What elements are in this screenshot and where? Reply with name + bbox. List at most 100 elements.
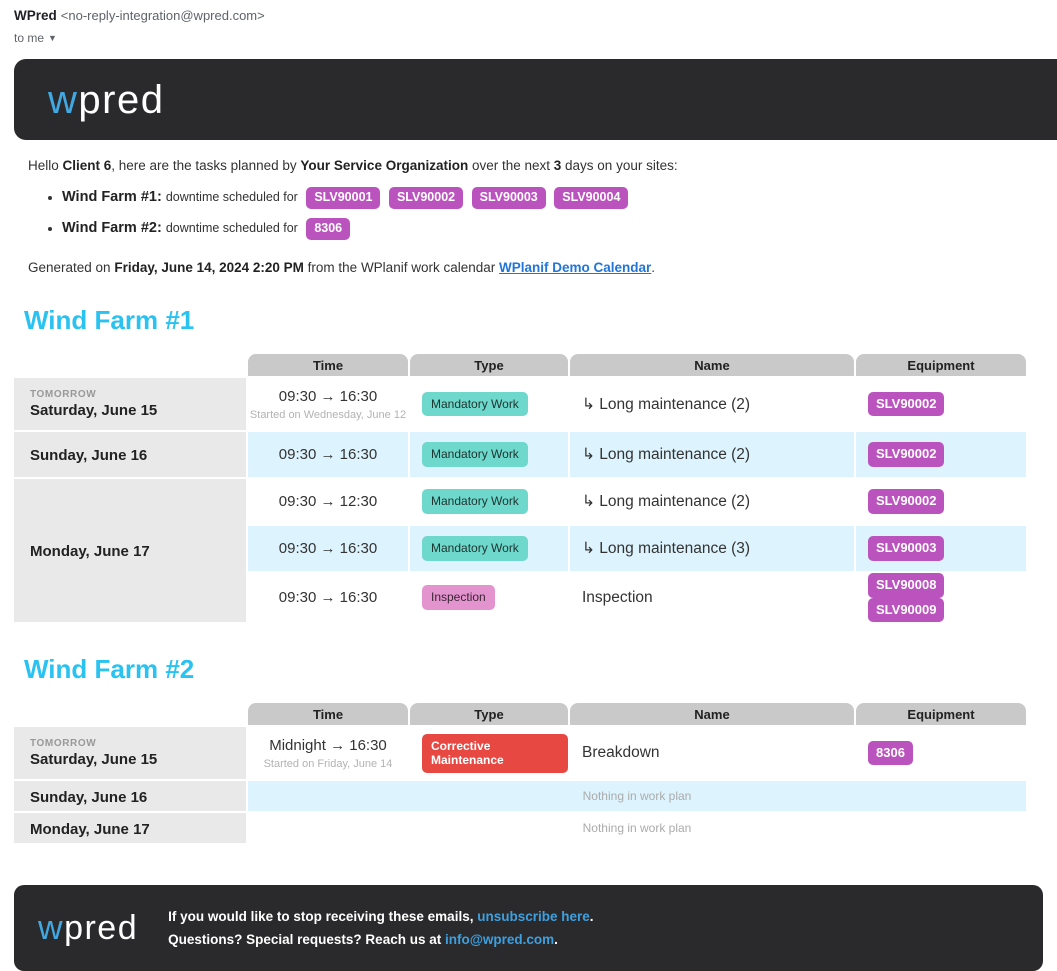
sender-name: WPred — [14, 8, 57, 23]
service-org-name: Your Service Organization — [300, 158, 469, 173]
recipient-label: to me — [14, 31, 45, 45]
col-header-name: Name — [570, 703, 854, 726]
logo-pred: pred — [64, 909, 139, 948]
equipment-cell: SLV90003 — [856, 526, 1026, 571]
equipment-cell: SLV90002 — [856, 479, 1026, 524]
task-name-cell: ↳ Long maintenance (2) — [570, 378, 854, 430]
col-header-type: Type — [410, 354, 568, 376]
task-name-cell: Breakdown — [570, 727, 854, 780]
date-cell-monday: Monday, June 17 — [14, 813, 246, 844]
time-range: 09:30 → 12:30 — [278, 493, 378, 510]
unsubscribe-line: If you would like to stop receiving thes… — [168, 905, 593, 929]
sites-summary-list: Wind Farm #1: downtime scheduled for SLV… — [62, 187, 1043, 240]
time-cell: 09:30 → 16:30 — [248, 526, 408, 571]
equipment-badge: SLV90001 — [306, 187, 381, 209]
logo-w: w — [48, 77, 79, 122]
section-title-wind-farm-1: Wind Farm #1 — [24, 305, 195, 335]
time-cell: 09:30 → 16:30 — [248, 432, 408, 477]
footer-t3: Questions? Special requests? Reach us at — [168, 932, 445, 948]
task-name-cell: ↳ Long maintenance (2) — [570, 432, 854, 477]
day-name: Monday, June 17 — [30, 820, 150, 838]
intro-t1: Hello — [28, 158, 63, 173]
task-name-cell: ↳ Long maintenance (2) — [570, 479, 854, 524]
client-name: Client 6 — [62, 158, 112, 173]
date-cell-saturday: TOMORROW Saturday, June 15 — [14, 727, 246, 780]
tomorrow-tag: TOMORROW — [30, 738, 97, 750]
type-cell: Inspection — [410, 573, 568, 623]
time-cell: 09:30 → 16:30 Started on Wednesday, June… — [248, 378, 408, 430]
equipment-badge: SLV90004 — [554, 187, 629, 209]
col-header-time: Time — [248, 354, 408, 376]
footer-bar: wpred If you would like to stop receivin… — [14, 885, 1043, 971]
time-cell: 09:30 → 16:30 — [248, 573, 408, 623]
generated-date: Friday, June 14, 2024 2:20 PM — [114, 260, 304, 275]
intro-t2: , here are the tasks planned by — [111, 158, 301, 173]
time-cell: 09:30 → 12:30 — [248, 479, 408, 524]
col-header-time: Time — [248, 703, 408, 726]
wf2-header-row: Time Type Name Equipment — [14, 703, 1026, 726]
table-row: Monday, June 17 Nothing in work plan — [14, 813, 1026, 844]
equipment-cell: SLV90002 — [856, 378, 1026, 430]
equipment-badge: SLV90002 — [868, 391, 945, 417]
day-name: Saturday, June 15 — [30, 751, 158, 769]
day-name: Sunday, June 16 — [30, 447, 148, 464]
equipment-cell: SLV90002 — [856, 432, 1026, 477]
contact-line: Questions? Special requests? Reach us at… — [168, 928, 593, 952]
site-summary-item: Wind Farm #2: downtime scheduled for 830… — [62, 218, 1043, 240]
col-header-name: Name — [570, 354, 854, 376]
contact-email-link[interactable]: info@wpred.com — [444, 932, 555, 948]
type-cell: Mandatory Work — [410, 378, 568, 430]
time-range: Midnight → 16:30 — [269, 736, 387, 754]
task-name-cell: Inspection — [570, 573, 854, 623]
equipment-badge: SLV90003 — [471, 187, 546, 209]
wpred-logo-footer: wpred — [38, 911, 138, 945]
wf1-header-row: Time Type Name Equipment — [14, 354, 1026, 376]
equipment-badge: SLV90009 — [868, 597, 945, 623]
email-body: Hello Client 6, here are the tasks plann… — [0, 158, 1057, 845]
generated-t2: from the WPlanif work calendar — [303, 260, 499, 275]
task-type-badge: Mandatory Work — [422, 391, 528, 417]
wpred-logo: wpred — [48, 80, 164, 120]
footer-t1: If you would like to stop receiving thes… — [168, 908, 478, 924]
sender-line: WPred <no-reply-integration@wpred.com> — [14, 8, 1057, 23]
equipment-badge: SLV90002 — [868, 442, 945, 467]
date-cell-sunday: Sunday, June 16 — [14, 781, 246, 812]
unsubscribe-link[interactable]: unsubscribe here — [477, 908, 590, 924]
footer-t4: . — [554, 932, 558, 948]
generated-t1: Generated on — [28, 260, 115, 275]
logo-pred: pred — [78, 77, 165, 122]
type-cell: Mandatory Work — [410, 432, 568, 477]
task-type-badge: Inspection — [422, 585, 495, 610]
site-name: Wind Farm #2: — [62, 220, 166, 236]
time-range: 09:30 → 16:30 — [278, 387, 378, 405]
empty-plan-cell: Nothing in work plan — [248, 813, 1026, 844]
days-count: 3 — [553, 158, 562, 173]
site-summary-item: Wind Farm #1: downtime scheduled for SLV… — [62, 187, 1043, 209]
generated-t3: . — [651, 260, 656, 275]
wf2-schedule-table: Time Type Name Equipment TOMORROW Saturd… — [12, 701, 1028, 845]
sender-email: <no-reply-integration@wpred.com> — [60, 8, 265, 23]
type-cell: Mandatory Work — [410, 526, 568, 571]
wf1-schedule-table: Time Type Name Equipment TOMORROW Saturd… — [12, 352, 1028, 624]
intro-text: Hello Client 6, here are the tasks plann… — [28, 158, 1043, 173]
site-name: Wind Farm #1: — [62, 189, 166, 205]
col-header-type: Type — [410, 703, 568, 726]
intro-t4: days on your sites: — [561, 158, 678, 173]
empty-plan-cell: Nothing in work plan — [248, 781, 1026, 812]
intro-t3: over the next — [468, 158, 554, 173]
equipment-badge: 8306 — [306, 218, 351, 240]
time-range: 09:30 → 16:30 — [278, 589, 378, 607]
brand-header-bar: wpred — [14, 59, 1057, 140]
generated-line: Generated on Friday, June 14, 2024 2:20 … — [28, 260, 1043, 275]
date-cell-monday: Monday, June 17 — [14, 479, 246, 623]
table-row: 09:30 → 16:30 Inspection Inspection SLV9… — [14, 573, 1026, 623]
col-header-equipment: Equipment — [856, 354, 1026, 376]
calendar-link[interactable]: WPlanif Demo Calendar — [499, 260, 652, 275]
equipment-cell: 8306 — [856, 727, 1026, 780]
started-on-note: Started on Friday, June 14 — [263, 757, 393, 770]
type-cell: Corrective Maintenance — [410, 727, 568, 780]
table-row: Sunday, June 16 Nothing in work plan — [14, 781, 1026, 812]
equipment-badge: SLV90002 — [868, 489, 945, 514]
recipient-dropdown[interactable]: to me ▼ — [14, 31, 84, 45]
table-row: Sunday, June 16 09:30 → 16:30 Mandatory … — [14, 432, 1026, 477]
